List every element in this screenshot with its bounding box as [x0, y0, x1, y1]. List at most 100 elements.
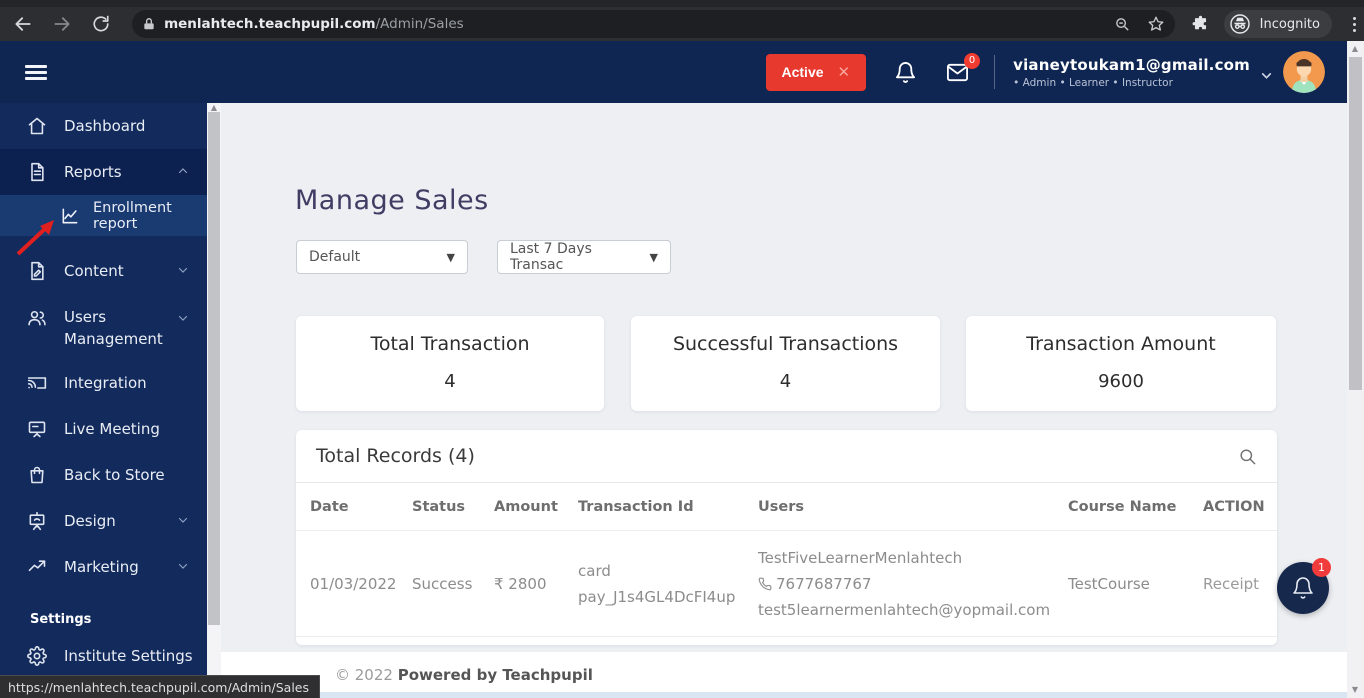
page-title: Manage Sales — [295, 185, 489, 216]
chevron-down-icon[interactable] — [1260, 67, 1273, 86]
floating-notifications-button[interactable]: 1 — [1277, 558, 1331, 614]
sidebar-item-label: Design — [64, 512, 116, 530]
table-header-row: Date Status Amount Transaction Id Users … — [296, 483, 1277, 531]
scrollbar-thumb[interactable] — [208, 112, 220, 625]
app-header: Active ✕ 0 vianeytoukam1@gmail.com • Adm… — [0, 41, 1347, 103]
user-roles: • Admin • Learner • Instructor — [1013, 76, 1173, 89]
notification-badge: 1 — [1312, 558, 1331, 577]
hamburger-menu-icon[interactable] — [25, 62, 47, 83]
content-scrollbar[interactable]: ▲ — [207, 103, 221, 698]
url-bar[interactable]: menlahtech.teachpupil.com/Admin/Sales — [132, 10, 1175, 38]
column-header-status: Status — [412, 498, 466, 515]
incognito-badge[interactable]: Incognito — [1223, 10, 1332, 38]
sidebar-item-marketing[interactable]: Marketing — [0, 544, 207, 590]
report-type-value: Default — [309, 249, 361, 265]
footer-brand: Powered by Teachpupil — [397, 666, 593, 684]
cell-course-name: TestCourse — [1068, 574, 1150, 593]
avatar[interactable] — [1283, 51, 1325, 93]
status-bar-url: https://menlahtech.teachpupil.com/Admin/… — [0, 675, 320, 698]
column-header-transaction-id: Transaction Id — [578, 498, 694, 515]
active-status-button[interactable]: Active ✕ — [765, 53, 867, 91]
sidebar-item-enrollment-report[interactable]: Enrollment report — [0, 195, 207, 236]
lock-icon — [142, 17, 156, 31]
sidebar: Dashboard Reports Enrollment report Cont… — [0, 103, 207, 675]
content-file-edit-icon — [27, 261, 47, 281]
stat-value: 9600 — [1098, 371, 1144, 392]
forward-icon[interactable] — [45, 10, 78, 38]
user-name: TestFiveLearnerMenlahtech — [758, 548, 963, 567]
user-phone: 7677687767 — [776, 574, 872, 593]
extensions-puzzle-icon[interactable] — [1191, 15, 1210, 34]
column-header-users: Users — [758, 498, 805, 515]
chevron-down-icon — [177, 512, 189, 530]
stat-label: Successful Transactions — [672, 333, 899, 355]
shopping-bag-icon — [27, 465, 47, 485]
main-content: Manage Sales Default ▼ Last 7 Days Trans… — [221, 103, 1347, 698]
zoom-icon[interactable] — [1114, 16, 1131, 33]
sidebar-item-label: Users Management — [64, 308, 163, 348]
horizontal-scrollbar[interactable] — [246, 692, 1347, 698]
user-email: vianeytoukam1@gmail.com — [1013, 55, 1250, 74]
column-header-action: ACTION — [1203, 498, 1265, 515]
column-header-date: Date — [310, 498, 349, 515]
sidebar-item-back-to-store[interactable]: Back to Store — [0, 452, 207, 498]
sidebar-item-dashboard[interactable]: Dashboard — [0, 103, 207, 149]
chevron-down-icon — [177, 558, 189, 576]
report-file-icon — [27, 162, 47, 182]
stat-value: 4 — [444, 371, 456, 392]
scroll-up-icon[interactable]: ▲ — [1351, 44, 1359, 53]
report-type-select[interactable]: Default ▼ — [296, 240, 468, 274]
header-divider — [994, 55, 996, 89]
settings-section-heading: Settings — [30, 612, 92, 627]
browser-menu-icon[interactable] — [1346, 16, 1364, 32]
chevron-up-icon — [177, 163, 189, 181]
browser-scrollbar[interactable]: ▲ ▼ — [1347, 41, 1364, 698]
records-table-card: Total Records (4) Date Status Amount Tra… — [296, 430, 1277, 645]
footer-text: © 2022 Powered by Teachpupil — [335, 666, 593, 684]
messages-mail-icon[interactable]: 0 — [945, 52, 981, 84]
sidebar-item-content[interactable]: Content — [0, 248, 207, 294]
search-icon[interactable] — [1238, 447, 1257, 466]
column-header-amount: Amount — [494, 498, 558, 515]
scroll-up-icon[interactable]: ▲ — [210, 103, 218, 112]
close-icon[interactable]: ✕ — [837, 64, 851, 81]
stat-card-successful-transactions: Successful Transactions 4 — [631, 316, 940, 411]
sidebar-item-live-meeting[interactable]: Live Meeting — [0, 406, 207, 452]
sidebar-item-label: Integration — [64, 374, 147, 392]
sidebar-item-users-management[interactable]: Users Management — [0, 294, 207, 360]
browser-window-top — [0, 0, 1364, 7]
cell-transaction-id: card pay_J1s4GL4DcFI4up — [578, 561, 736, 606]
scroll-down-icon[interactable]: ▼ — [1351, 685, 1359, 694]
cell-users: TestFiveLearnerMenlahtech 7677687767 tes… — [758, 545, 1068, 623]
user-email-cell: test5learnermenlahtech@yopmail.com — [758, 600, 1051, 619]
scrollbar-thumb[interactable] — [1349, 57, 1362, 390]
sidebar-item-reports[interactable]: Reports — [0, 149, 207, 195]
cast-icon — [27, 373, 47, 393]
home-icon — [27, 116, 47, 136]
sidebar-item-institute-settings[interactable]: Institute Settings — [0, 633, 207, 679]
notifications-bell-icon[interactable] — [894, 61, 917, 84]
sidebar-item-label: Content — [64, 262, 124, 280]
trending-up-icon — [27, 557, 47, 577]
column-header-course-name: Course Name — [1068, 498, 1177, 515]
sidebar-item-design[interactable]: Design — [0, 498, 207, 544]
stat-card-total-transaction: Total Transaction 4 — [296, 316, 604, 411]
sidebar-item-integration[interactable]: Integration — [0, 360, 207, 406]
bookmark-star-icon[interactable] — [1147, 15, 1165, 33]
date-range-select[interactable]: Last 7 Days Transac ▼ — [497, 240, 671, 274]
back-icon[interactable] — [6, 10, 39, 38]
user-menu[interactable]: vianeytoukam1@gmail.com • Admin • Learne… — [1013, 56, 1250, 89]
bell-icon — [1293, 577, 1313, 599]
cell-amount: ₹ 2800 — [494, 574, 547, 593]
chevron-down-icon: ▼ — [649, 250, 658, 264]
line-chart-icon — [60, 206, 80, 226]
stat-value: 4 — [779, 371, 792, 392]
browser-toolbar: menlahtech.teachpupil.com/Admin/Sales In… — [0, 7, 1364, 41]
sidebar-item-label: Reports — [64, 163, 122, 181]
sidebar-item-label: Back to Store — [64, 466, 165, 484]
receipt-link[interactable]: Receipt — [1203, 574, 1260, 593]
chevron-down-icon — [177, 262, 189, 280]
active-status-label: Active — [781, 64, 824, 80]
reload-icon[interactable] — [85, 10, 118, 38]
